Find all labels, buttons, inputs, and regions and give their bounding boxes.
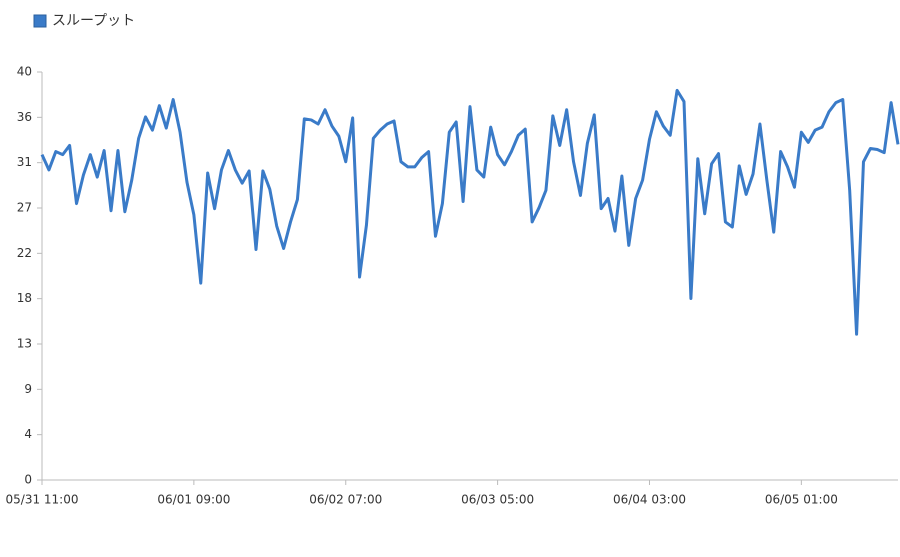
x-tick-label: 05/31 11:00 (6, 493, 79, 507)
x-tick-label: 06/01 09:00 (157, 493, 230, 507)
legend-swatch (33, 14, 47, 28)
x-tick-label: 06/05 01:00 (765, 493, 838, 507)
y-tick-label: 0 (24, 473, 32, 487)
y-tick-label: 36 (17, 110, 32, 124)
y-tick-label: 31 (17, 155, 32, 169)
legend-label: スループット (52, 13, 135, 29)
line-series (40, 88, 900, 336)
x-tick-label: 06/02 07:00 (309, 493, 382, 507)
y-tick-label: 9 (24, 382, 32, 396)
y-tick-label: 22 (17, 246, 32, 260)
x-tick-label: 06/03 05:00 (461, 493, 534, 507)
y-tick-label: 40 (17, 65, 32, 79)
x-tick-label: 06/04 03:00 (613, 493, 686, 507)
y-tick-label: 18 (17, 291, 32, 305)
y-tick-label: 13 (17, 337, 32, 351)
y-tick-label: 4 (24, 427, 32, 441)
y-tick-label: 27 (17, 200, 32, 214)
